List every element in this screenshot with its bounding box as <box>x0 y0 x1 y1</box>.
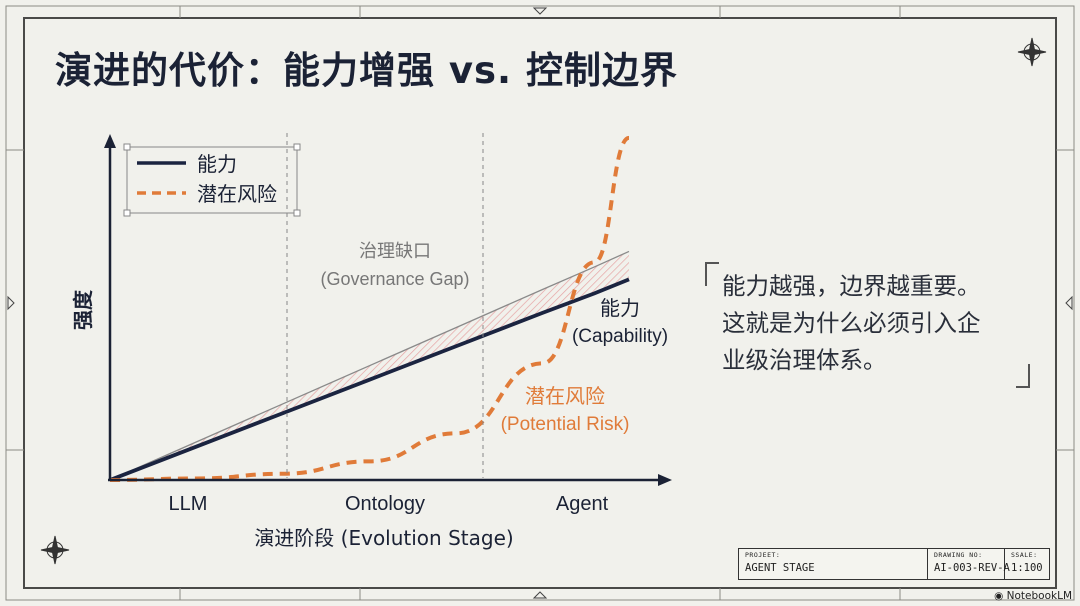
title-block: PROJEET: AGENT STAGE DRAWING NO: AI-003-… <box>738 548 1050 580</box>
callout-bracket-open <box>705 262 719 286</box>
title-block-scale: SSALE: 1:100 <box>1011 551 1043 574</box>
capability-line <box>109 277 630 482</box>
x-tick-ontology: Ontology <box>345 493 425 515</box>
compass-rose-icon-bottom <box>40 535 70 565</box>
gap-label-zh: 治理缺口 <box>359 241 431 262</box>
y-axis <box>104 134 116 480</box>
callout-line-2: 这就是为什么必须引入企 <box>722 309 981 337</box>
risk-line <box>109 135 630 482</box>
notebooklm-logo-icon: ◉ <box>994 590 1004 602</box>
callout-line-3: 业级治理体系。 <box>722 346 887 374</box>
risk-label-en: (Potential Risk) <box>501 414 630 435</box>
title-block-drawing: DRAWING NO: AI-003-REV-A <box>928 549 1010 579</box>
legend: 能力 潜在风险 <box>123 143 301 217</box>
gap-label-en: (Governance Gap) <box>320 269 469 289</box>
x-axis-title: 演进阶段 (Evolution Stage) <box>254 526 513 550</box>
callout-text: 能力越强，边界越重要。 这就是为什么必须引入企 业级治理体系。 <box>722 268 1032 379</box>
brand-name: NotebookLM <box>1006 590 1072 602</box>
title-block-project: PROJEET: AGENT STAGE <box>739 549 928 579</box>
brand-watermark: ◉ NotebookLM <box>994 590 1072 602</box>
capability-label-zh: 能力 <box>600 296 640 320</box>
capability-label-en: (Capability) <box>572 326 668 347</box>
page-title: 演进的代价：能力增强 vs. 控制边界 <box>55 49 678 92</box>
governance-reference-line <box>109 250 630 481</box>
y-axis-title: 强度 <box>71 289 95 330</box>
legend-capability-label: 能力 <box>197 152 237 176</box>
x-axis <box>108 474 672 486</box>
compass-rose-icon <box>1017 37 1047 67</box>
risk-label-zh: 潜在风险 <box>525 384 605 408</box>
x-tick-llm: LLM <box>169 493 208 515</box>
legend-risk-label: 潜在风险 <box>197 182 277 206</box>
x-tick-agent: Agent <box>556 493 609 515</box>
callout-bracket-close <box>1016 364 1030 388</box>
callout-line-1: 能力越强，边界越重要。 <box>722 272 981 300</box>
